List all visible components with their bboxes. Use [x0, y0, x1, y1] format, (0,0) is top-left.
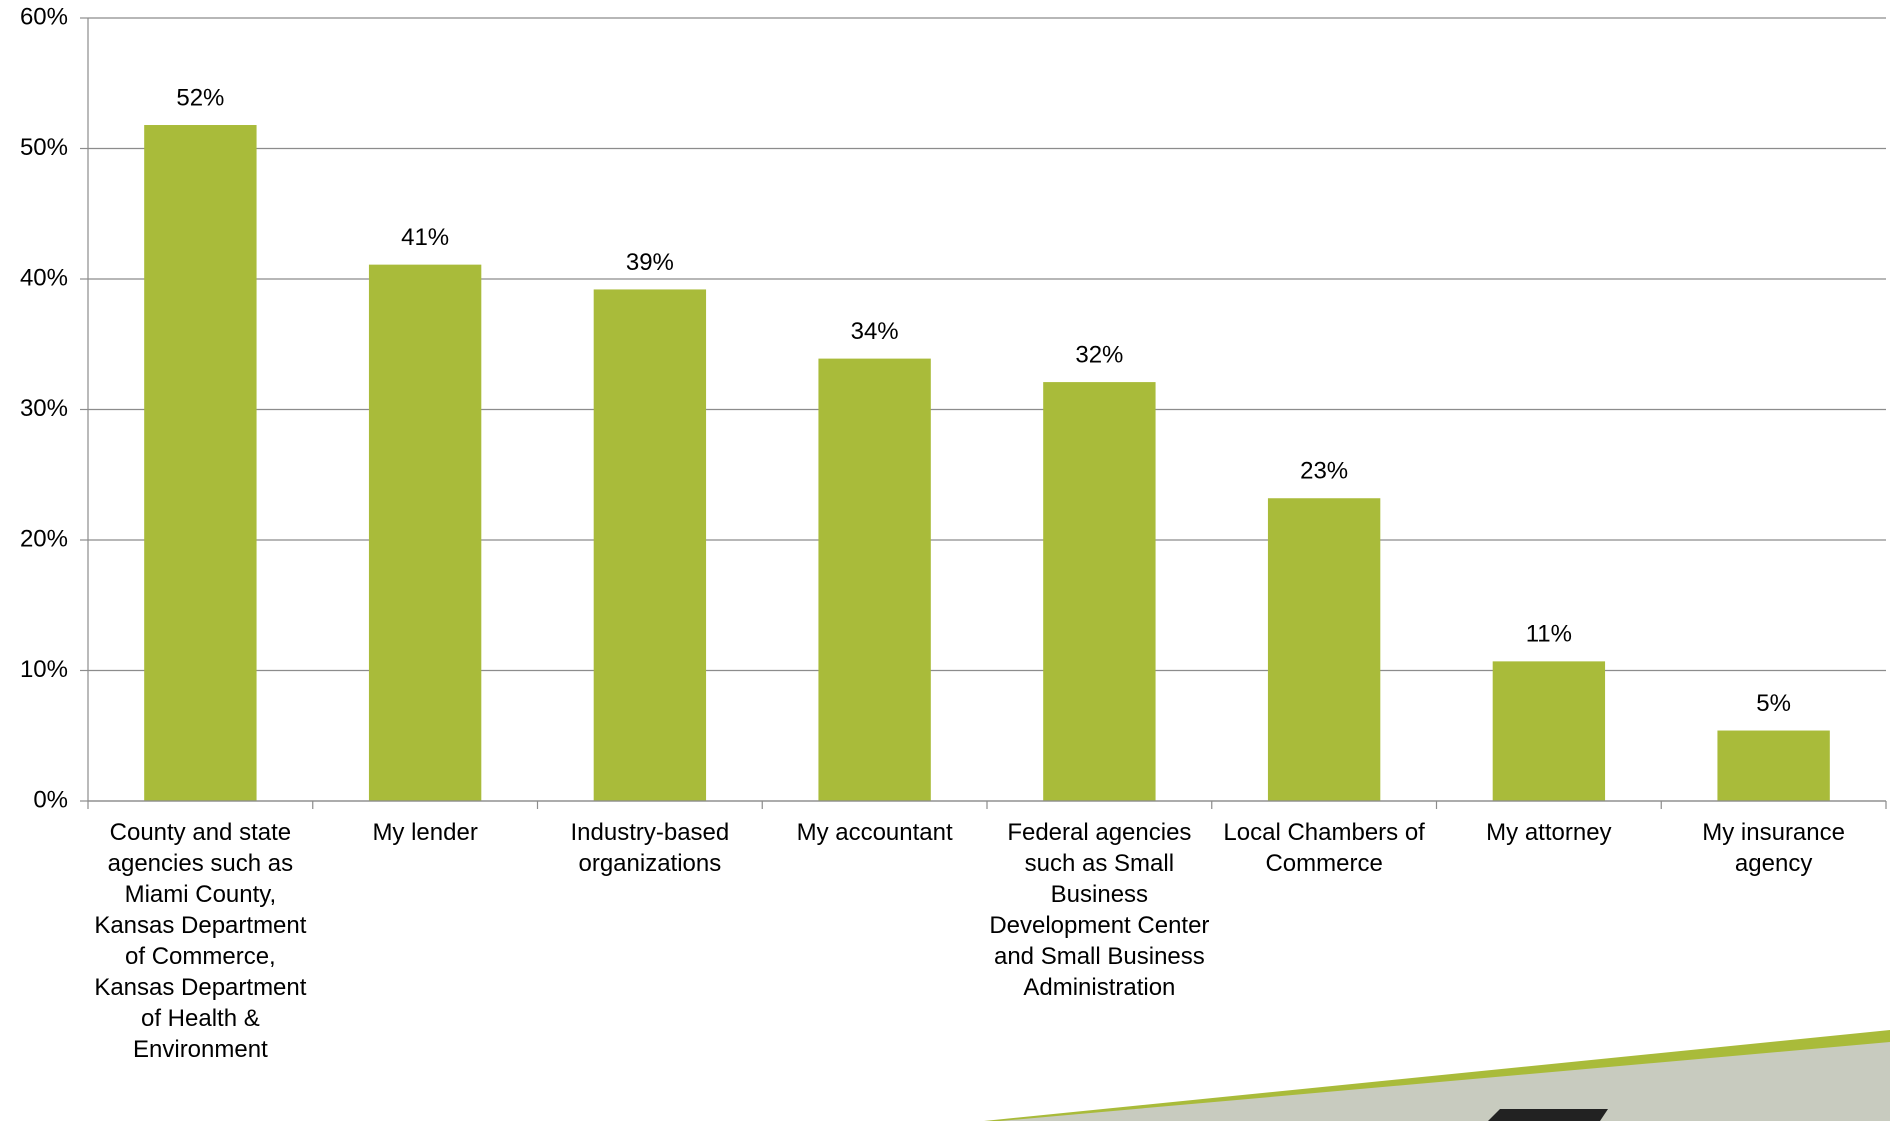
data-label: 32% [1075, 341, 1123, 368]
data-label: 34% [851, 318, 899, 345]
bar [368, 264, 482, 801]
bar [1717, 730, 1830, 801]
data-label: 39% [626, 249, 674, 276]
decor-stripe [984, 1030, 1890, 1121]
x-tick-label: My lender [372, 819, 478, 846]
y-tick-label: 0% [33, 786, 68, 813]
data-label: 41% [401, 224, 449, 251]
y-tick-label: 50% [20, 134, 68, 161]
x-tick-label: Federal agencies such as Small Business … [989, 819, 1210, 1001]
bar [818, 358, 931, 801]
bar [144, 125, 257, 801]
y-tick-label: 40% [20, 264, 68, 291]
y-tick-label: 10% [20, 656, 68, 683]
bar [1492, 661, 1606, 801]
x-tick-label: My attorney [1486, 819, 1612, 846]
bar [593, 289, 707, 801]
data-label: 52% [176, 84, 224, 111]
x-tick-label: County and state agencies such as Miami … [94, 819, 307, 1063]
data-label: 11% [1526, 621, 1572, 648]
decor-shape [1488, 1109, 1608, 1121]
x-tick-label: My accountant [796, 819, 953, 846]
data-label: 5% [1756, 690, 1791, 717]
bar [1043, 382, 1156, 801]
y-tick-label: 20% [20, 525, 68, 552]
x-tick-label: My insurance agency [1702, 819, 1845, 877]
bar [1267, 498, 1381, 801]
y-tick-label: 30% [20, 395, 68, 422]
x-tick-label: Local Chambers of Commerce [1223, 819, 1425, 877]
x-tick-label: Industry-based organizations [570, 819, 730, 877]
y-tick-label: 60% [20, 3, 68, 30]
data-label: 23% [1300, 458, 1348, 485]
